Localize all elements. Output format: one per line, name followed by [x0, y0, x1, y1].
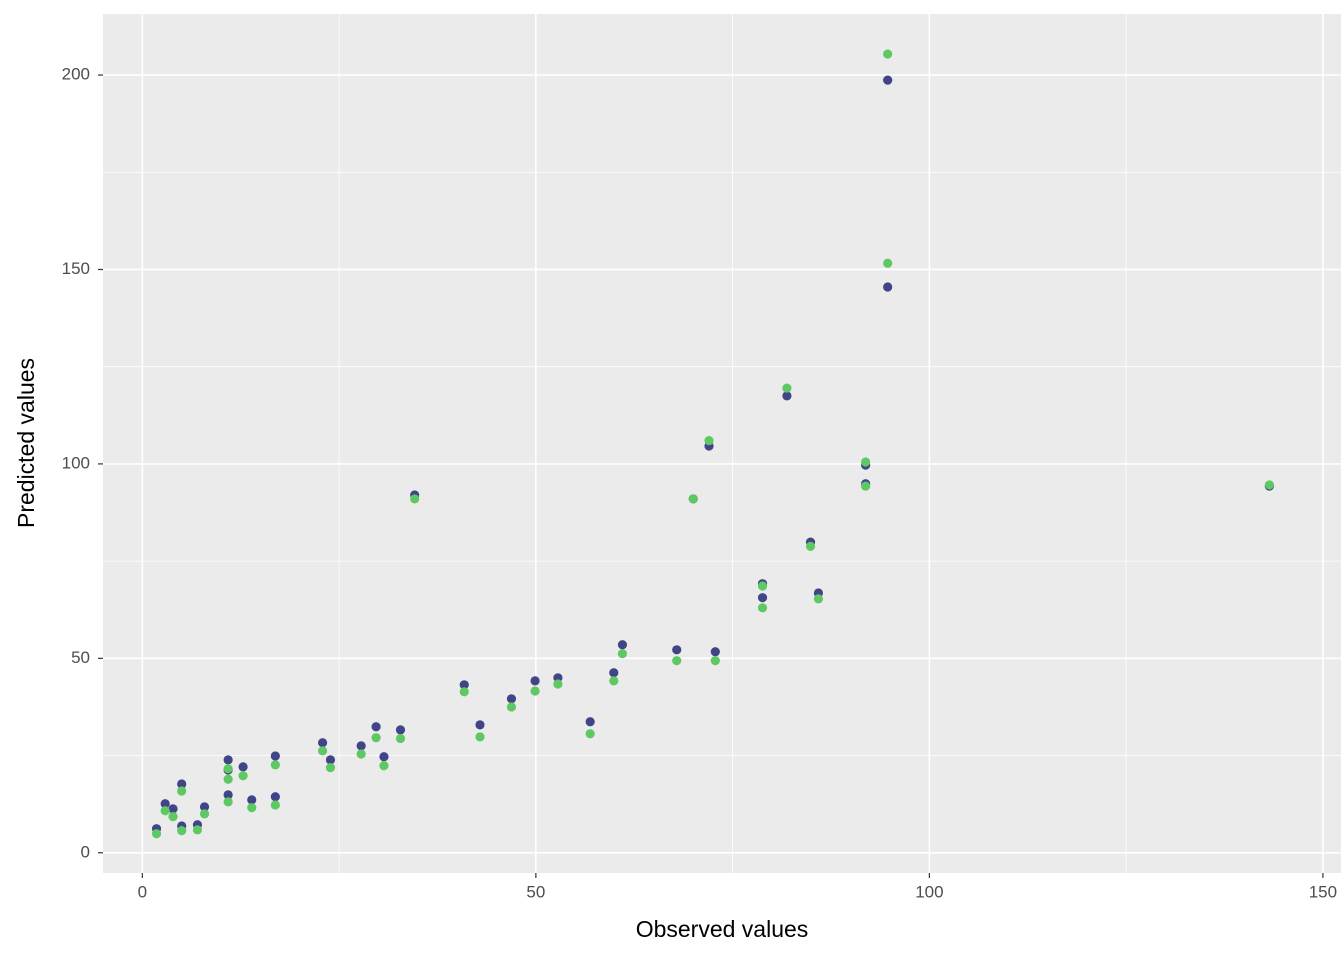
x-axis-title: Observed values [636, 916, 809, 942]
y-tick-label: 100 [62, 453, 90, 472]
point [325, 755, 336, 765]
point [1264, 480, 1274, 490]
point [530, 676, 540, 686]
point [223, 790, 233, 800]
point [238, 771, 248, 781]
point [223, 797, 233, 807]
point [317, 746, 328, 756]
point [177, 786, 187, 796]
y-tick-label: 0 [81, 842, 90, 861]
point [459, 687, 469, 697]
x-tick-label: 150 [1309, 882, 1337, 901]
point [459, 680, 469, 690]
point [805, 541, 816, 551]
point [223, 755, 233, 765]
point [270, 751, 280, 761]
point [506, 694, 517, 704]
point [475, 720, 485, 730]
y-axis-title: Predicted values [13, 358, 39, 528]
point [247, 795, 257, 805]
point [410, 494, 420, 504]
point [168, 812, 178, 822]
point [710, 656, 720, 666]
point [883, 75, 893, 85]
point [883, 258, 893, 268]
point [371, 733, 381, 743]
point [609, 676, 619, 686]
point [199, 802, 210, 812]
axis-ticks: 0 50 100 150 0 50 100 150 200 [62, 65, 1337, 902]
point [160, 799, 170, 809]
point [395, 733, 406, 744]
point [530, 686, 540, 696]
y-tick-label: 150 [62, 259, 90, 278]
y-tick-label: 50 [71, 648, 90, 667]
point [757, 593, 768, 603]
point [238, 762, 248, 772]
point [356, 749, 366, 759]
point [379, 761, 389, 771]
point [688, 494, 698, 504]
point [672, 645, 682, 655]
point [325, 763, 336, 773]
point [704, 435, 714, 446]
point [371, 722, 381, 732]
panel-background [103, 14, 1341, 873]
point [617, 649, 628, 659]
point [356, 741, 366, 751]
point [609, 668, 619, 678]
point [247, 803, 257, 813]
point [177, 779, 187, 789]
point [813, 594, 824, 604]
point [160, 806, 170, 816]
x-tick-label: 50 [526, 882, 545, 901]
point [151, 829, 162, 839]
point [168, 804, 178, 814]
point [782, 383, 792, 393]
point [757, 581, 768, 591]
point [672, 656, 682, 666]
point [506, 702, 517, 712]
point [223, 774, 233, 784]
point [710, 647, 720, 657]
point [475, 732, 485, 742]
point [317, 738, 328, 748]
x-tick-label: 0 [138, 882, 147, 901]
x-tick-label: 100 [915, 882, 943, 901]
point [270, 800, 280, 810]
point [199, 809, 210, 819]
y-tick-label: 200 [62, 65, 90, 84]
point [192, 825, 203, 835]
point [883, 282, 893, 292]
point [585, 729, 595, 739]
point [757, 603, 768, 613]
point [177, 826, 187, 836]
point [883, 49, 893, 59]
point [782, 391, 792, 401]
point [861, 457, 871, 467]
points [151, 49, 1274, 839]
point [395, 725, 406, 735]
grid [103, 14, 1341, 873]
point [270, 792, 280, 802]
point [617, 640, 628, 650]
point [585, 717, 595, 727]
point [270, 760, 280, 770]
point [379, 752, 389, 762]
point [223, 764, 233, 774]
point [861, 481, 871, 491]
point [553, 679, 563, 689]
